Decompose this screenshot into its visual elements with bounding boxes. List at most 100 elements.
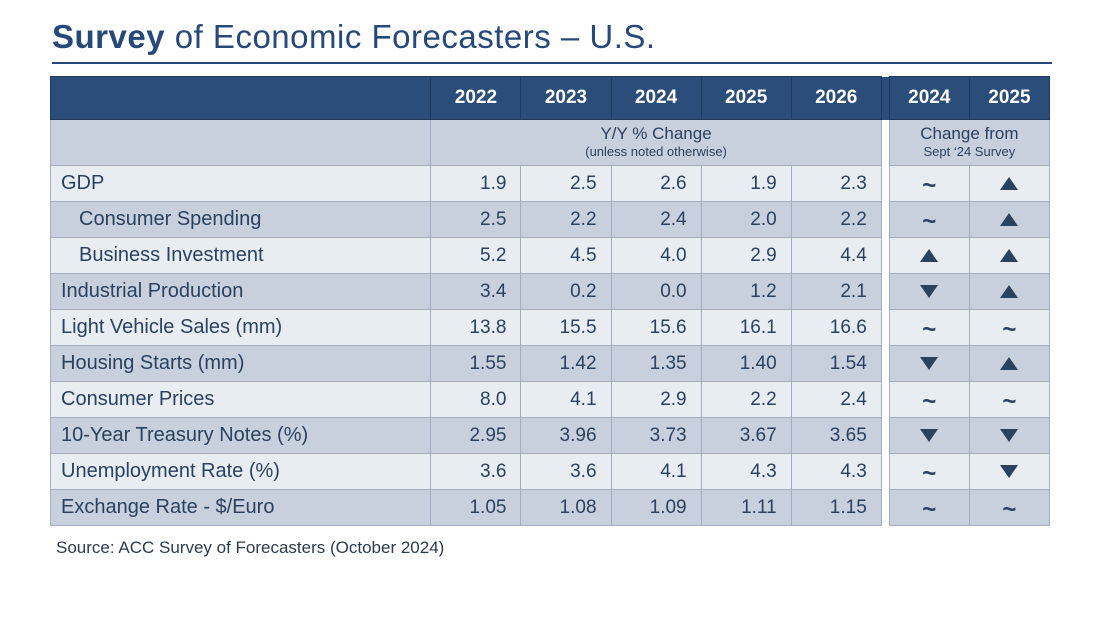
tilde-icon: ~	[922, 208, 936, 235]
value-cell: 3.6	[431, 454, 521, 490]
value-cell: 2.4	[791, 382, 881, 418]
table-row: Housing Starts (mm)1.551.421.351.401.54	[51, 346, 1050, 382]
value-cell: 1.35	[611, 346, 701, 382]
value-cell: 2.3	[791, 166, 881, 202]
page-container: Survey of Economic Forecasters – U.S. 20…	[0, 0, 1103, 568]
tilde-icon: ~	[922, 172, 936, 199]
value-cell: 2.2	[791, 202, 881, 238]
up-triangle-icon	[1000, 357, 1018, 370]
down-triangle-icon	[920, 285, 938, 298]
value-cell: 1.15	[791, 490, 881, 526]
row-label: Industrial Production	[51, 274, 431, 310]
header-row-years: 2022 2023 2024 2025 2026 2024 2025	[51, 77, 1050, 120]
value-cell: 2.4	[611, 202, 701, 238]
title-bold: Survey	[52, 18, 165, 55]
change-cell: ~	[969, 382, 1049, 418]
change-cell: ~	[889, 490, 969, 526]
value-cell: 1.05	[431, 490, 521, 526]
subhead-change: Change from Sept ‘24 Survey	[889, 120, 1049, 166]
row-label: 10-Year Treasury Notes (%)	[51, 418, 431, 454]
row-label: Housing Starts (mm)	[51, 346, 431, 382]
row-label: Exchange Rate - $/Euro	[51, 490, 431, 526]
change-cell: ~	[889, 310, 969, 346]
value-cell: 1.40	[701, 346, 791, 382]
change-cell: ~	[889, 202, 969, 238]
tilde-icon: ~	[1002, 316, 1016, 343]
value-cell: 1.09	[611, 490, 701, 526]
header-change-year: 2024	[889, 77, 969, 120]
table-row: GDP1.92.52.61.92.3~	[51, 166, 1050, 202]
source-line: Source: ACC Survey of Forecasters (Octob…	[56, 538, 1063, 558]
table-row: Consumer Prices8.04.12.92.22.4~~	[51, 382, 1050, 418]
gap-cell	[881, 490, 889, 526]
down-triangle-icon	[920, 429, 938, 442]
value-cell: 1.11	[701, 490, 791, 526]
value-cell: 16.1	[701, 310, 791, 346]
table-row: Exchange Rate - $/Euro1.051.081.091.111.…	[51, 490, 1050, 526]
gap-cell	[881, 202, 889, 238]
up-triangle-icon	[1000, 285, 1018, 298]
gap-cell	[881, 454, 889, 490]
change-cell	[969, 346, 1049, 382]
value-cell: 5.2	[431, 238, 521, 274]
change-cell: ~	[889, 166, 969, 202]
gap-cell	[881, 346, 889, 382]
value-cell: 8.0	[431, 382, 521, 418]
header-year: 2024	[611, 77, 701, 120]
value-cell: 2.95	[431, 418, 521, 454]
up-triangle-icon	[1000, 213, 1018, 226]
value-cell: 4.1	[611, 454, 701, 490]
value-cell: 2.6	[611, 166, 701, 202]
header-year: 2022	[431, 77, 521, 120]
value-cell: 4.1	[521, 382, 611, 418]
value-cell: 0.2	[521, 274, 611, 310]
value-cell: 2.5	[431, 202, 521, 238]
table-head: 2022 2023 2024 2025 2026 2024 2025 Y/Y %…	[51, 77, 1050, 166]
value-cell: 15.5	[521, 310, 611, 346]
value-cell: 1.54	[791, 346, 881, 382]
value-cell: 3.4	[431, 274, 521, 310]
value-cell: 2.2	[521, 202, 611, 238]
subhead-blank	[51, 120, 431, 166]
forecast-table: 2022 2023 2024 2025 2026 2024 2025 Y/Y %…	[50, 76, 1050, 526]
title-block: Survey of Economic Forecasters – U.S.	[52, 18, 1063, 64]
value-cell: 3.65	[791, 418, 881, 454]
subhead-yy-main: Y/Y % Change	[435, 124, 876, 144]
table-row: Unemployment Rate (%)3.63.64.14.34.3~	[51, 454, 1050, 490]
gap-cell	[881, 238, 889, 274]
change-cell: ~	[969, 310, 1049, 346]
gap-cell	[881, 310, 889, 346]
value-cell: 0.0	[611, 274, 701, 310]
down-triangle-icon	[1000, 429, 1018, 442]
subhead-change-sub: Sept ‘24 Survey	[894, 144, 1045, 159]
header-change-year: 2025	[969, 77, 1049, 120]
header-year: 2026	[791, 77, 881, 120]
up-triangle-icon	[1000, 177, 1018, 190]
value-cell: 2.5	[521, 166, 611, 202]
change-cell	[969, 202, 1049, 238]
title-underline	[52, 62, 1052, 64]
page-title: Survey of Economic Forecasters – U.S.	[52, 18, 1063, 56]
header-blank	[51, 77, 431, 120]
header-gap	[881, 77, 889, 120]
value-cell: 2.1	[791, 274, 881, 310]
value-cell: 2.9	[701, 238, 791, 274]
change-cell	[889, 418, 969, 454]
value-cell: 4.3	[791, 454, 881, 490]
table-row: Light Vehicle Sales (mm)13.815.515.616.1…	[51, 310, 1050, 346]
table-row: Industrial Production3.40.20.01.22.1	[51, 274, 1050, 310]
change-cell: ~	[889, 454, 969, 490]
change-cell	[969, 418, 1049, 454]
table-row: Consumer Spending2.52.22.42.02.2~	[51, 202, 1050, 238]
tilde-icon: ~	[1002, 388, 1016, 415]
gap-cell	[881, 382, 889, 418]
subhead-gap	[881, 120, 889, 166]
change-cell	[969, 238, 1049, 274]
row-label: Business Investment	[51, 238, 431, 274]
value-cell: 2.9	[611, 382, 701, 418]
value-cell: 2.2	[701, 382, 791, 418]
row-label: Consumer Spending	[51, 202, 431, 238]
value-cell: 1.55	[431, 346, 521, 382]
value-cell: 13.8	[431, 310, 521, 346]
gap-cell	[881, 166, 889, 202]
